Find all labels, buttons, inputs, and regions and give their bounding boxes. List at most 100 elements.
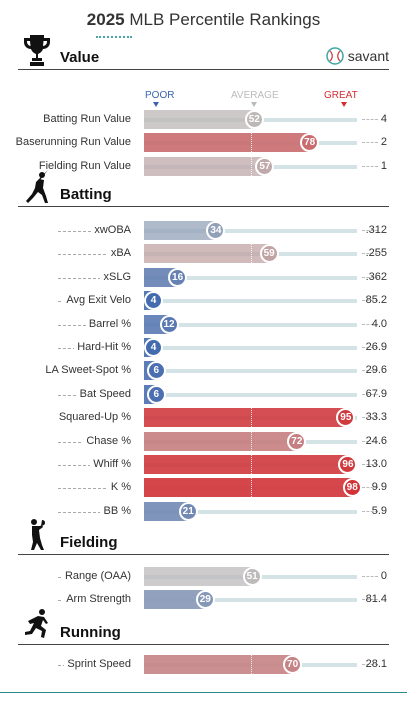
metric-label: BB %: [100, 504, 131, 517]
value-leader: [362, 323, 378, 325]
metric-row[interactable]: Squared-Up % 95 33.3: [18, 406, 389, 429]
percentile-dot[interactable]: 96: [338, 455, 358, 474]
label-leader: [58, 488, 126, 490]
metric-row[interactable]: xBA 59 .255: [18, 242, 389, 265]
metric-row[interactable]: Arm Strength 29 81.4: [18, 588, 389, 611]
percentile-dot[interactable]: 70: [283, 655, 303, 674]
metric-value: 85.2: [365, 294, 387, 307]
fielder-icon: [31, 519, 46, 550]
value-leader: [362, 253, 378, 255]
metric-value: 13.0: [365, 458, 387, 470]
metric-label: Squared-Up %: [55, 411, 131, 424]
metric-row[interactable]: LA Sweet-Spot % 6 29.6: [18, 359, 389, 382]
percentile-dot[interactable]: 59: [259, 244, 279, 264]
percentile-bar: [144, 244, 270, 264]
metric-value: 1: [380, 159, 387, 172]
metric-row[interactable]: xSLG 16 .362: [18, 266, 389, 289]
value-leader: [362, 142, 378, 144]
metric-value: 4.0: [371, 317, 387, 330]
metric-row[interactable]: Chase % 72 24.6: [18, 430, 389, 453]
percentile-dot[interactable]: 12: [159, 314, 179, 334]
metric-label: Baserunning Run Value: [12, 136, 131, 149]
percentile-dot[interactable]: 16: [168, 267, 188, 287]
metric-row[interactable]: Batting Run Value 52 4: [18, 108, 389, 131]
label-leader: [58, 511, 126, 513]
percentile-dot[interactable]: 72: [287, 431, 307, 451]
metric-value: 67.9: [365, 387, 387, 400]
metric-row[interactable]: Barrel % 12 4.0: [18, 313, 389, 336]
metric-value: 9.9: [371, 481, 387, 494]
percentile-dot[interactable]: 95: [336, 408, 356, 428]
metric-row[interactable]: Avg Exit Velo 4 85.2: [18, 289, 389, 312]
percentile-dot[interactable]: 57: [255, 156, 275, 176]
metric-label: xwOBA: [91, 224, 131, 236]
metric-row[interactable]: Range (OAA) 51 0: [18, 565, 389, 588]
metric-row[interactable]: Sprint Speed 70 28.1: [18, 653, 389, 676]
percentile-dot[interactable]: 34: [206, 221, 226, 240]
page-title: 2025 MLB Percentile Rankings: [0, 10, 407, 30]
metric-value: 81.4: [365, 593, 387, 606]
average-line: [250, 133, 252, 153]
value-leader: [362, 119, 378, 120]
value-leader: [362, 230, 378, 231]
value-leader: [362, 276, 378, 278]
section-fielding: Fielding Range (OAA) 51 0 Arm Strength 29 81.…: [18, 519, 389, 611]
percentile-bar: [144, 478, 353, 498]
metric-value: 29.6: [365, 364, 387, 377]
percentile-dot[interactable]: 4: [144, 338, 163, 357]
metric-row[interactable]: Whiff % 96 13.0: [18, 453, 389, 476]
metric-value: 28.1: [365, 658, 387, 670]
bottom-divider: [0, 692, 407, 693]
section-value-title: Value: [60, 49, 100, 66]
section-fielding-header: Fielding: [18, 519, 389, 555]
metric-label: LA Sweet-Spot %: [42, 364, 131, 377]
percentile-bar: [144, 156, 266, 176]
metric-value: 2: [380, 136, 387, 149]
percentile-bar: [144, 221, 217, 240]
metric-row[interactable]: K % 98 9.9: [18, 476, 389, 499]
average-line: [250, 244, 252, 264]
section-value-header: Value savant: [18, 35, 389, 70]
metric-value: 4: [380, 113, 387, 125]
metric-label: Fielding Run Value: [35, 159, 131, 172]
metric-row[interactable]: Hard-Hit % 4 26.9: [18, 336, 389, 359]
legend-average: AVERAGE: [231, 90, 279, 101]
percentile-dot[interactable]: 52: [244, 110, 264, 129]
percentile-dot[interactable]: 6: [146, 384, 166, 404]
section-running-header: Running: [18, 609, 389, 645]
percentile-dot[interactable]: 21: [178, 501, 198, 521]
percentile-dot[interactable]: 6: [146, 361, 166, 381]
value-leader: [362, 464, 378, 465]
value-leader: [362, 347, 378, 348]
batter-icon: [26, 170, 48, 203]
percentile-dot[interactable]: 4: [144, 291, 163, 311]
percentile-bar: [144, 133, 311, 153]
metric-label: Range (OAA): [61, 570, 131, 582]
section-fielding-title: Fielding: [60, 534, 118, 551]
percentile-dot[interactable]: 98: [342, 478, 362, 498]
value-leader: [362, 370, 378, 372]
metric-label: Arm Strength: [63, 593, 131, 606]
metric-row[interactable]: Fielding Run Value 57 1: [18, 155, 389, 178]
section-batting: Batting xwOBA 34 .312 xBA 59 .255 xSLG 16 .362 Av…: [18, 170, 389, 523]
percentile-dot[interactable]: 78: [300, 133, 320, 153]
value-leader: [362, 664, 378, 665]
legend-great-marker: [341, 102, 347, 107]
percentile-track: [144, 299, 357, 304]
metric-row[interactable]: Baserunning Run Value 78 2: [12, 131, 389, 154]
value-leader: [362, 440, 378, 442]
metric-label: Sprint Speed: [64, 658, 131, 670]
percentile-dot[interactable]: 29: [195, 590, 215, 610]
percentile-bar: [144, 567, 253, 586]
metric-row[interactable]: xwOBA 34 .312: [18, 219, 389, 242]
savant-logo[interactable]: savant: [326, 47, 389, 65]
metric-label: Avg Exit Velo: [63, 294, 131, 307]
value-leader: [362, 393, 378, 395]
metric-row[interactable]: Bat Speed 6 67.9: [18, 383, 389, 406]
percentile-track: [144, 509, 357, 514]
metric-label: Hard-Hit %: [74, 341, 131, 353]
percentile-dot[interactable]: 51: [242, 567, 262, 586]
average-line: [250, 408, 252, 428]
metric-value: 24.6: [365, 434, 387, 447]
metric-row[interactable]: BB % 21 5.9: [18, 500, 389, 523]
